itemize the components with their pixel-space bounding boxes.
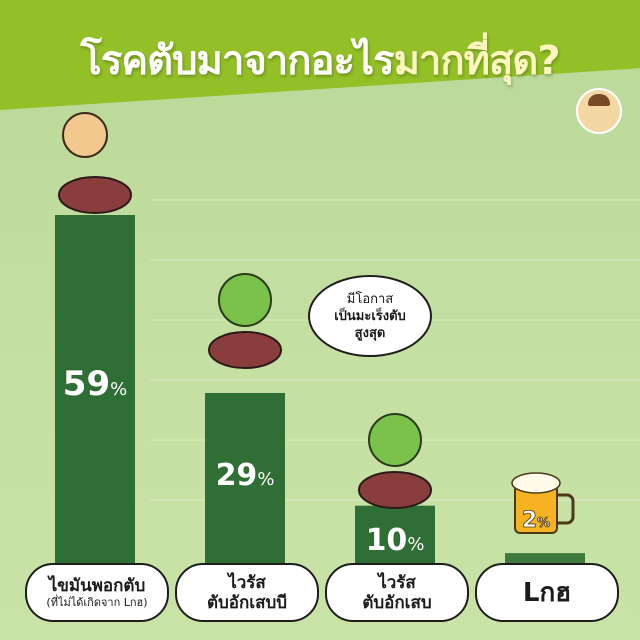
bar (505, 553, 585, 565)
speech-bubble: มีโอกาส เป็นมะเร็งตับ สูงสุด (308, 275, 432, 357)
bubble-line: เป็นมะเร็งตับ (334, 308, 406, 324)
category-label-hepatitis: ไวรัส ตับอักเสบ (325, 563, 469, 622)
label-main: Lกฮ (522, 578, 572, 608)
category-label-fatty-liver: ไขมันพอกตับ (ที่ไม่ได้เกิดจาก Lกฮ) (25, 563, 169, 622)
bar (355, 505, 435, 565)
beer-foam-icon (511, 472, 561, 494)
avatar (576, 88, 622, 134)
label-main: ไวรัส (228, 572, 266, 593)
title-main: โรคตับมาจากอะไร (80, 38, 394, 84)
bar (205, 392, 285, 565)
label-sub: ตับอักเสบบี (206, 592, 288, 613)
label-sub: ตับอักเสบ (362, 592, 432, 613)
category-label-hepatitis-b: ไวรัส ตับอักเสบบี (175, 563, 319, 622)
bubble-line: สูงสุด (354, 325, 386, 341)
liver-icon (208, 331, 282, 369)
person-icon (62, 112, 108, 158)
beer-mug-handle-icon (557, 493, 575, 525)
liver-icon (58, 176, 132, 214)
category-label-alcohol: Lกฮ (475, 563, 619, 622)
title-highlight: มากที่สุด? (393, 38, 561, 84)
bubble-line: มีโอกาส (346, 291, 394, 307)
label-main: ไขมันพอกตับ (48, 575, 146, 596)
liver-icon (358, 471, 432, 509)
virus-icon (368, 413, 422, 467)
label-main: ไวรัส (378, 572, 416, 593)
virus-icon (218, 273, 272, 327)
page-title: โรคตับมาจากอะไรมากที่สุด? (0, 28, 640, 92)
value-label: 10% (366, 523, 425, 558)
label-sub: (ที่ไม่ได้เกิดจาก Lกฮ) (46, 595, 148, 609)
bar (55, 215, 135, 565)
